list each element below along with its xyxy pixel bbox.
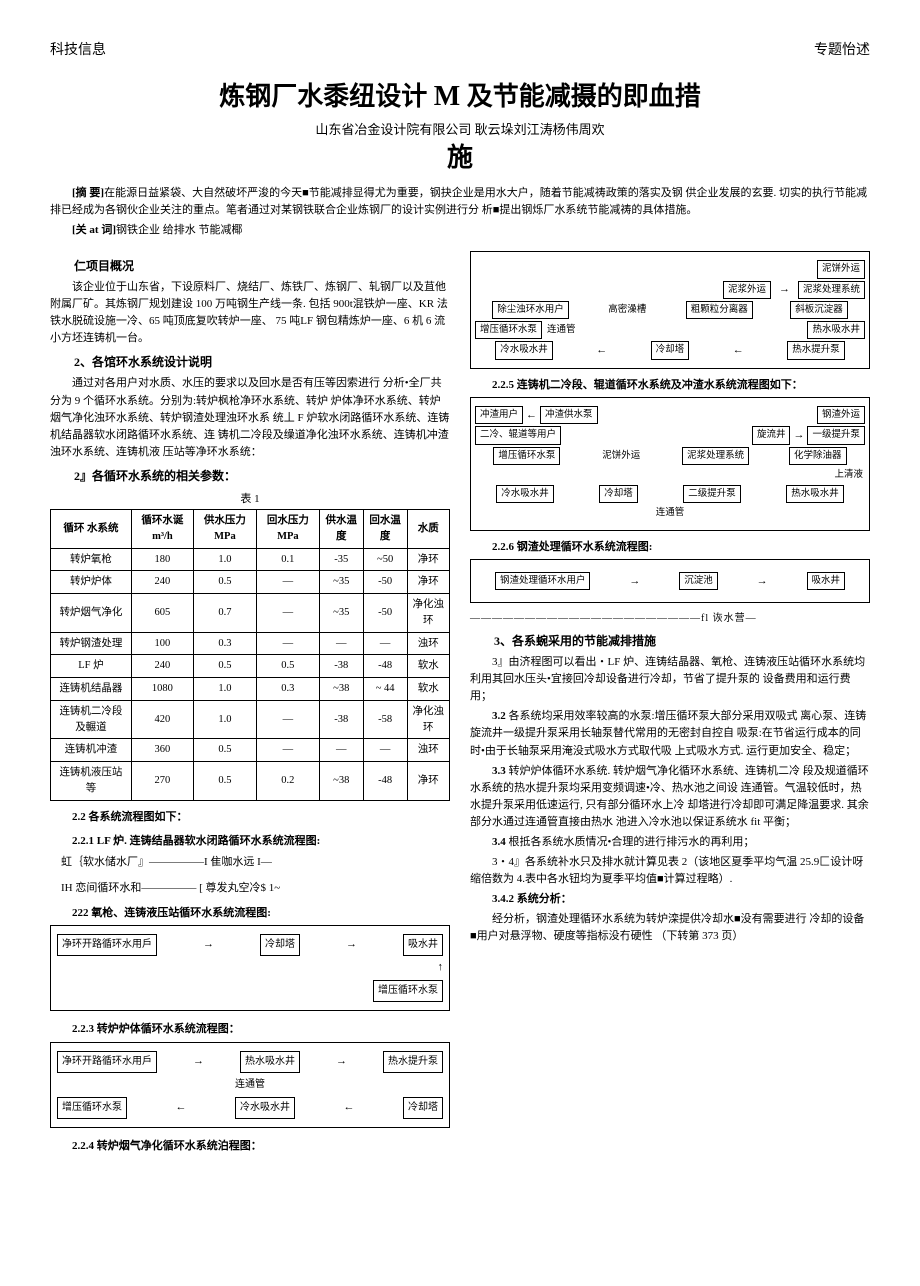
table-row: LF 炉2400.50.5-38-48软水: [51, 655, 450, 678]
flow-225-box: 冲渣用户 ← 冲渣供水泵 钢渣外运 二冷、辊道等用户 旋流井 → 一级提升泵 增…: [470, 397, 870, 531]
flow-221-line-a: 虹｛软水储水厂』—————I 隹咖水远 I—: [50, 854, 450, 871]
right-column: 泥饼外运 泥浆外运 → 泥浆处理系统 除尘浊环水用户 高密澡槽 粗颗粒分离器 斜…: [470, 251, 870, 1158]
flow-224-box: 泥饼外运 泥浆外运 → 泥浆处理系统 除尘浊环水用户 高密澡槽 粗颗粒分离器 斜…: [470, 251, 870, 368]
section-3-4-2-h: 3.4.2 系统分析：: [470, 891, 870, 908]
left-column: 仁项目概况 该企业位于山东省，下设原料厂、烧结厂、炼铁厂、炼钢厂、轧钢厂以及苴他…: [50, 251, 450, 1158]
flow-221-line-b: IH 恋间循环水和————— [ 尊发丸空冷$ 1~: [50, 880, 450, 897]
flow-222-box: 净环开路循环水用戶 → 冷却塔 → 吸水井 ↑ 增压循环水泵: [50, 925, 450, 1011]
section-1-text: 该企业位于山东省，下设原料厂、烧结厂、炼铁厂、炼钢厂、轧钢厂以及苴他附属厂矿。其…: [50, 279, 450, 347]
section-3-heading: 3、各系蜿采用的节能减排措施: [470, 632, 870, 650]
section-3-4-2: 经分析，钢渣处理循环水系统为转炉滦提供冷却水■没有需要进行 冷却的设备■用户对悬…: [470, 911, 870, 945]
section-2-heading: 2、各馆环水系统设计说明: [50, 353, 450, 371]
table-row: 转炉炉体2400.5—~35-50净环: [51, 571, 450, 594]
table-row: 转炉烟气净化6050.7—~35-50净化浊环: [51, 594, 450, 633]
caption-2-2-3: 2.2.3 转炉炉体循环水系统流程图：: [50, 1021, 450, 1038]
caption-2-2-1: 2.2.1 LF 炉. 连铸结晶器软水闭路循环水系统流程图:: [50, 833, 450, 850]
content-columns: 仁项目概况 该企业位于山东省，下设原料厂、烧结厂、炼铁厂、炼钢厂、轧钢厂以及苴他…: [50, 251, 870, 1158]
flow-226-box: 钢渣处理循环水用户 → 沉淀池 → 吸水井: [470, 559, 870, 603]
paper-title: 炼钢厂水黍纽设计 M 及节能减摄的即血措: [50, 76, 870, 118]
section-1-heading: 仁项目概况: [50, 257, 450, 275]
caption-2-2-5: 2.2.5 连铸机二冷段、辊道循环水系统及冲渣水系统流程图如下：: [470, 377, 870, 394]
header-left: 科技信息: [50, 40, 106, 61]
caption-2-2-6: 2.2.6 钢渣处理循环水系统流程图:: [470, 539, 870, 556]
caption-2-2: 2.2 各系统流程图如下：: [50, 809, 450, 826]
table-row: 连铸机冲渣3600.5———浊环: [51, 739, 450, 762]
table-row: 转炉钢渣处理1000.3———浊环: [51, 632, 450, 655]
table-row: 转炉氧枪1801.00.1-35~50净环: [51, 548, 450, 571]
header-right: 专题怡述: [814, 40, 870, 61]
section-2-text: 通过对各用户对水质、水压的要求以及回水是否有压等因索进行 分析•全厂共分为 9 …: [50, 375, 450, 460]
title-tail: 施: [50, 138, 870, 177]
section-2-1-heading: 2』各循环水系统的相关参数：: [50, 467, 450, 485]
table-1-title: 表 1: [50, 491, 450, 508]
table-row: 连铸机结晶器10801.00.3~38~ 44软水: [51, 678, 450, 701]
section-3-4: 3.4 根抵各系统水质情况•合理的进行排污水的再利用；: [470, 834, 870, 851]
section-3-1: 3』由济程图可以看出・LF 炉、连铸结晶器、氧枪、连铸液压站循环水系统均利用其回…: [470, 654, 870, 705]
flow-223-box: 净环开路循环水用戶 → 热水吸水井 → 热水提升泵 连通管 增压循环水泵 ← 冷…: [50, 1042, 450, 1128]
abstract-block: [摘 要]在能源日益紧袋、大自然破坏严浚的今天■节能减排显得尤为重要，钢抉企业是…: [50, 185, 870, 240]
section-3-3: 3.3 转炉炉体循环水系统. 转炉烟气净化循环水系统、连铸机二冷 段及规道循环水…: [470, 763, 870, 831]
page-header: 科技信息 专题怡述: [50, 40, 870, 61]
parameters-table: 循环 水系统 循环水诞 m³/h 供水压力 MPa 回水压力 MPa 供水温度 …: [50, 509, 450, 801]
flow-226-note: —————————————————————fl 诙水营—: [470, 611, 870, 626]
caption-2-2-4: 2.2.4 转炉烟气净化循环水系统泊程图：: [50, 1138, 450, 1155]
table-row: 连铸机二冷段及輾道4201.0—-38-58净化浊环: [51, 700, 450, 739]
section-3-4-1: 3・4』各系统补水只及排水就计算见表 2（该地区夏季平均气温 25.9匚设计呀缩…: [470, 854, 870, 888]
section-3-2: 3.2 各系统均采用效率较高的水泵:增压循环泵大部分采用双吸式 离心泵、连铸旋流…: [470, 708, 870, 759]
table-row: 连铸机液压站等2700.50.2~38-48净环: [51, 762, 450, 801]
caption-2-2-2: 222 氧枪、连铸液压站循环水系统流程图:: [50, 905, 450, 922]
